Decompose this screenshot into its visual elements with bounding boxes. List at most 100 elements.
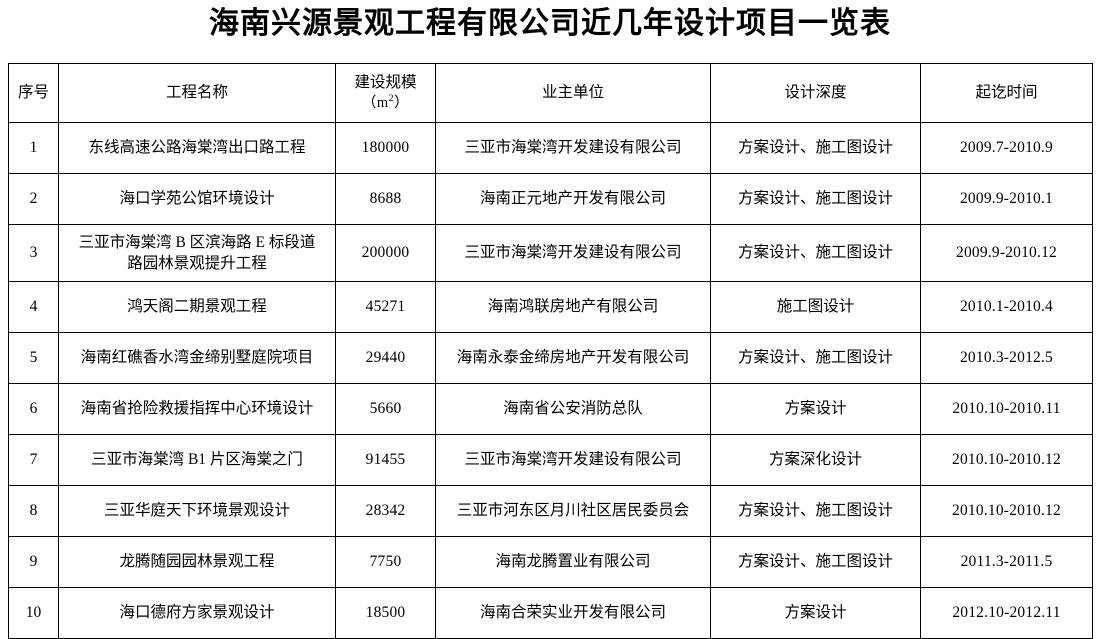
cell-design-depth: 方案设计、施工图设计 — [710, 173, 921, 225]
column-header-scale-label: 建设规模 — [354, 74, 417, 92]
cell-no: 2 — [8, 173, 59, 225]
cell-design-depth: 方案设计、施工图设计 — [710, 536, 921, 588]
cell-owner: 海南正元地产开发有限公司 — [435, 173, 711, 225]
cell-no: 10 — [8, 587, 59, 639]
cell-period: 2010.10-2010.12 — [920, 485, 1093, 537]
column-header-design-depth: 设计深度 — [710, 63, 921, 123]
column-header-period: 起讫时间 — [920, 63, 1093, 123]
project-name-line2: 路园林景观提升工程 — [127, 255, 267, 272]
unit-superscript-2: 2 — [388, 92, 395, 104]
table-row: 2 海口学苑公馆环境设计 8688 海南正元地产开发有限公司 方案设计、施工图设… — [8, 173, 1093, 225]
table-row: 9 龙腾随园园林景观工程 7750 海南龙腾置业有限公司 方案设计、施工图设计 … — [8, 536, 1093, 588]
column-header-no: 序号 — [8, 63, 59, 123]
cell-owner: 海南永泰金缔房地产开发有限公司 — [435, 332, 711, 384]
cell-project-name: 三亚市海棠湾 B 区滨海路 E 标段道 路园林景观提升工程 — [58, 224, 336, 282]
cell-owner: 海南鸿联房地产有限公司 — [435, 281, 711, 333]
table-row: 5 海南红礁香水湾金缔别墅庭院项目 29440 海南永泰金缔房地产开发有限公司 … — [8, 332, 1093, 384]
cell-no: 5 — [8, 332, 59, 384]
project-name-line1: 鸿天阁二期景观工程 — [127, 298, 267, 316]
cell-period: 2011.3-2011.5 — [920, 536, 1093, 588]
table-header-row: 序号 工程名称 建设规模 （m2） 业主单位 设计深度 起讫时间 — [8, 63, 1093, 123]
cell-owner: 海南龙腾置业有限公司 — [435, 536, 711, 588]
cell-owner: 三亚市海棠湾开发建设有限公司 — [435, 434, 711, 486]
table-header: 序号 工程名称 建设规模 （m2） 业主单位 设计深度 起讫时间 — [8, 63, 1093, 123]
cell-design-depth: 方案设计、施工图设计 — [710, 224, 921, 282]
cell-scale: 29440 — [335, 332, 436, 384]
cell-scale: 200000 — [335, 224, 436, 282]
cell-scale: 18500 — [335, 587, 436, 639]
project-name-line1: 龙腾随园园林景观工程 — [119, 553, 275, 571]
cell-owner: 三亚市海棠湾开发建设有限公司 — [435, 224, 711, 282]
cell-period: 2012.10-2012.11 — [920, 587, 1093, 639]
project-table-container: 序号 工程名称 建设规模 （m2） 业主单位 设计深度 起讫时间 1 东线高速公… — [8, 63, 1093, 639]
cell-owner: 海南省公安消防总队 — [435, 383, 711, 435]
cell-design-depth: 方案设计、施工图设计 — [710, 122, 921, 174]
column-header-scale-unit: （m2） — [339, 92, 432, 113]
cell-project-name: 三亚华庭天下环境景观设计 — [58, 485, 336, 537]
cell-scale: 45271 — [335, 281, 436, 333]
cell-scale: 180000 — [335, 122, 436, 174]
cell-no: 9 — [8, 536, 59, 588]
project-list-table: 序号 工程名称 建设规模 （m2） 业主单位 设计深度 起讫时间 1 东线高速公… — [8, 63, 1093, 639]
project-name-line1: 三亚市海棠湾 B1 片区海棠之门 — [91, 451, 303, 469]
table-row: 7 三亚市海棠湾 B1 片区海棠之门 91455 三亚市海棠湾开发建设有限公司 … — [8, 434, 1093, 486]
cell-period: 2010.1-2010.4 — [920, 281, 1093, 333]
table-row: 1 东线高速公路海棠湾出口路工程 180000 三亚市海棠湾开发建设有限公司 方… — [8, 122, 1093, 174]
project-name-line1: 三亚华庭天下环境景观设计 — [103, 502, 290, 520]
page-title: 海南兴源景观工程有限公司近几年设计项目一览表 — [209, 7, 891, 40]
project-name-line1: 东线高速公路海棠湾出口路工程 — [88, 139, 306, 157]
cell-project-name: 海口德府方家景观设计 — [58, 587, 336, 639]
cell-scale: 5660 — [335, 383, 436, 435]
cell-project-name: 海南红礁香水湾金缔别墅庭院项目 — [58, 332, 336, 384]
cell-no: 6 — [8, 383, 59, 435]
cell-project-name: 海南省抢险救援指挥中心环境设计 — [58, 383, 336, 435]
cell-project-name: 三亚市海棠湾 B1 片区海棠之门 — [58, 434, 336, 486]
project-name-line1: 海南省抢险救援指挥中心环境设计 — [80, 400, 314, 418]
table-row: 6 海南省抢险救援指挥中心环境设计 5660 海南省公安消防总队 方案设计 20… — [8, 383, 1093, 435]
cell-period: 2009.7-2010.9 — [920, 122, 1093, 174]
project-name-line1: 三亚市海棠湾 B 区滨海路 E 标段道 — [78, 233, 316, 251]
column-header-owner: 业主单位 — [435, 63, 711, 123]
cell-no: 3 — [8, 224, 59, 282]
cell-no: 4 — [8, 281, 59, 333]
cell-period: 2010.10-2010.11 — [920, 383, 1093, 435]
cell-owner: 三亚市海棠湾开发建设有限公司 — [435, 122, 711, 174]
table-body: 1 东线高速公路海棠湾出口路工程 180000 三亚市海棠湾开发建设有限公司 方… — [8, 122, 1093, 639]
cell-period: 2010.3-2012.5 — [920, 332, 1093, 384]
cell-project-name: 海口学苑公馆环境设计 — [58, 173, 336, 225]
table-row: 4 鸿天阁二期景观工程 45271 海南鸿联房地产有限公司 施工图设计 2010… — [8, 281, 1093, 333]
unit-paren-close: ） — [394, 94, 410, 111]
cell-design-depth: 方案设计 — [710, 383, 921, 435]
cell-no: 7 — [8, 434, 59, 486]
document-page: 海南兴源景观工程有限公司近几年设计项目一览表 序号 工程名称 建设规模 （m2） — [8, 7, 1093, 639]
column-header-scale: 建设规模 （m2） — [335, 63, 436, 123]
cell-owner: 海南合荣实业开发有限公司 — [435, 587, 711, 639]
unit-meter: m — [376, 94, 389, 111]
cell-project-name: 东线高速公路海棠湾出口路工程 — [58, 122, 336, 174]
cell-scale: 8688 — [335, 173, 436, 225]
cell-project-name: 龙腾随园园林景观工程 — [58, 536, 336, 588]
cell-design-depth: 方案深化设计 — [710, 434, 921, 486]
cell-design-depth: 方案设计、施工图设计 — [710, 485, 921, 537]
column-header-project-name: 工程名称 — [58, 63, 336, 123]
project-name-line1: 海口德府方家景观设计 — [119, 604, 275, 622]
cell-no: 1 — [8, 122, 59, 174]
cell-scale: 7750 — [335, 536, 436, 588]
project-name-line1: 海南红礁香水湾金缔别墅庭院项目 — [80, 349, 314, 367]
cell-period: 2009.9-2010.12 — [920, 224, 1093, 282]
table-row: 8 三亚华庭天下环境景观设计 28342 三亚市河东区月川社区居民委员会 方案设… — [8, 485, 1093, 537]
table-row: 10 海口德府方家景观设计 18500 海南合荣实业开发有限公司 方案设计 20… — [8, 587, 1093, 639]
cell-owner: 三亚市河东区月川社区居民委员会 — [435, 485, 711, 537]
cell-scale: 28342 — [335, 485, 436, 537]
table-row: 3 三亚市海棠湾 B 区滨海路 E 标段道 路园林景观提升工程 200000 三… — [8, 224, 1093, 282]
cell-scale: 91455 — [335, 434, 436, 486]
cell-no: 8 — [8, 485, 59, 537]
cell-project-name: 鸿天阁二期景观工程 — [58, 281, 336, 333]
cell-design-depth: 方案设计 — [710, 587, 921, 639]
cell-period: 2009.9-2010.1 — [920, 173, 1093, 225]
project-name-line1: 海口学苑公馆环境设计 — [119, 190, 275, 208]
unit-paren-open: （ — [361, 94, 377, 111]
cell-period: 2010.10-2010.12 — [920, 434, 1093, 486]
cell-design-depth: 施工图设计 — [710, 281, 921, 333]
cell-design-depth: 方案设计、施工图设计 — [710, 332, 921, 384]
